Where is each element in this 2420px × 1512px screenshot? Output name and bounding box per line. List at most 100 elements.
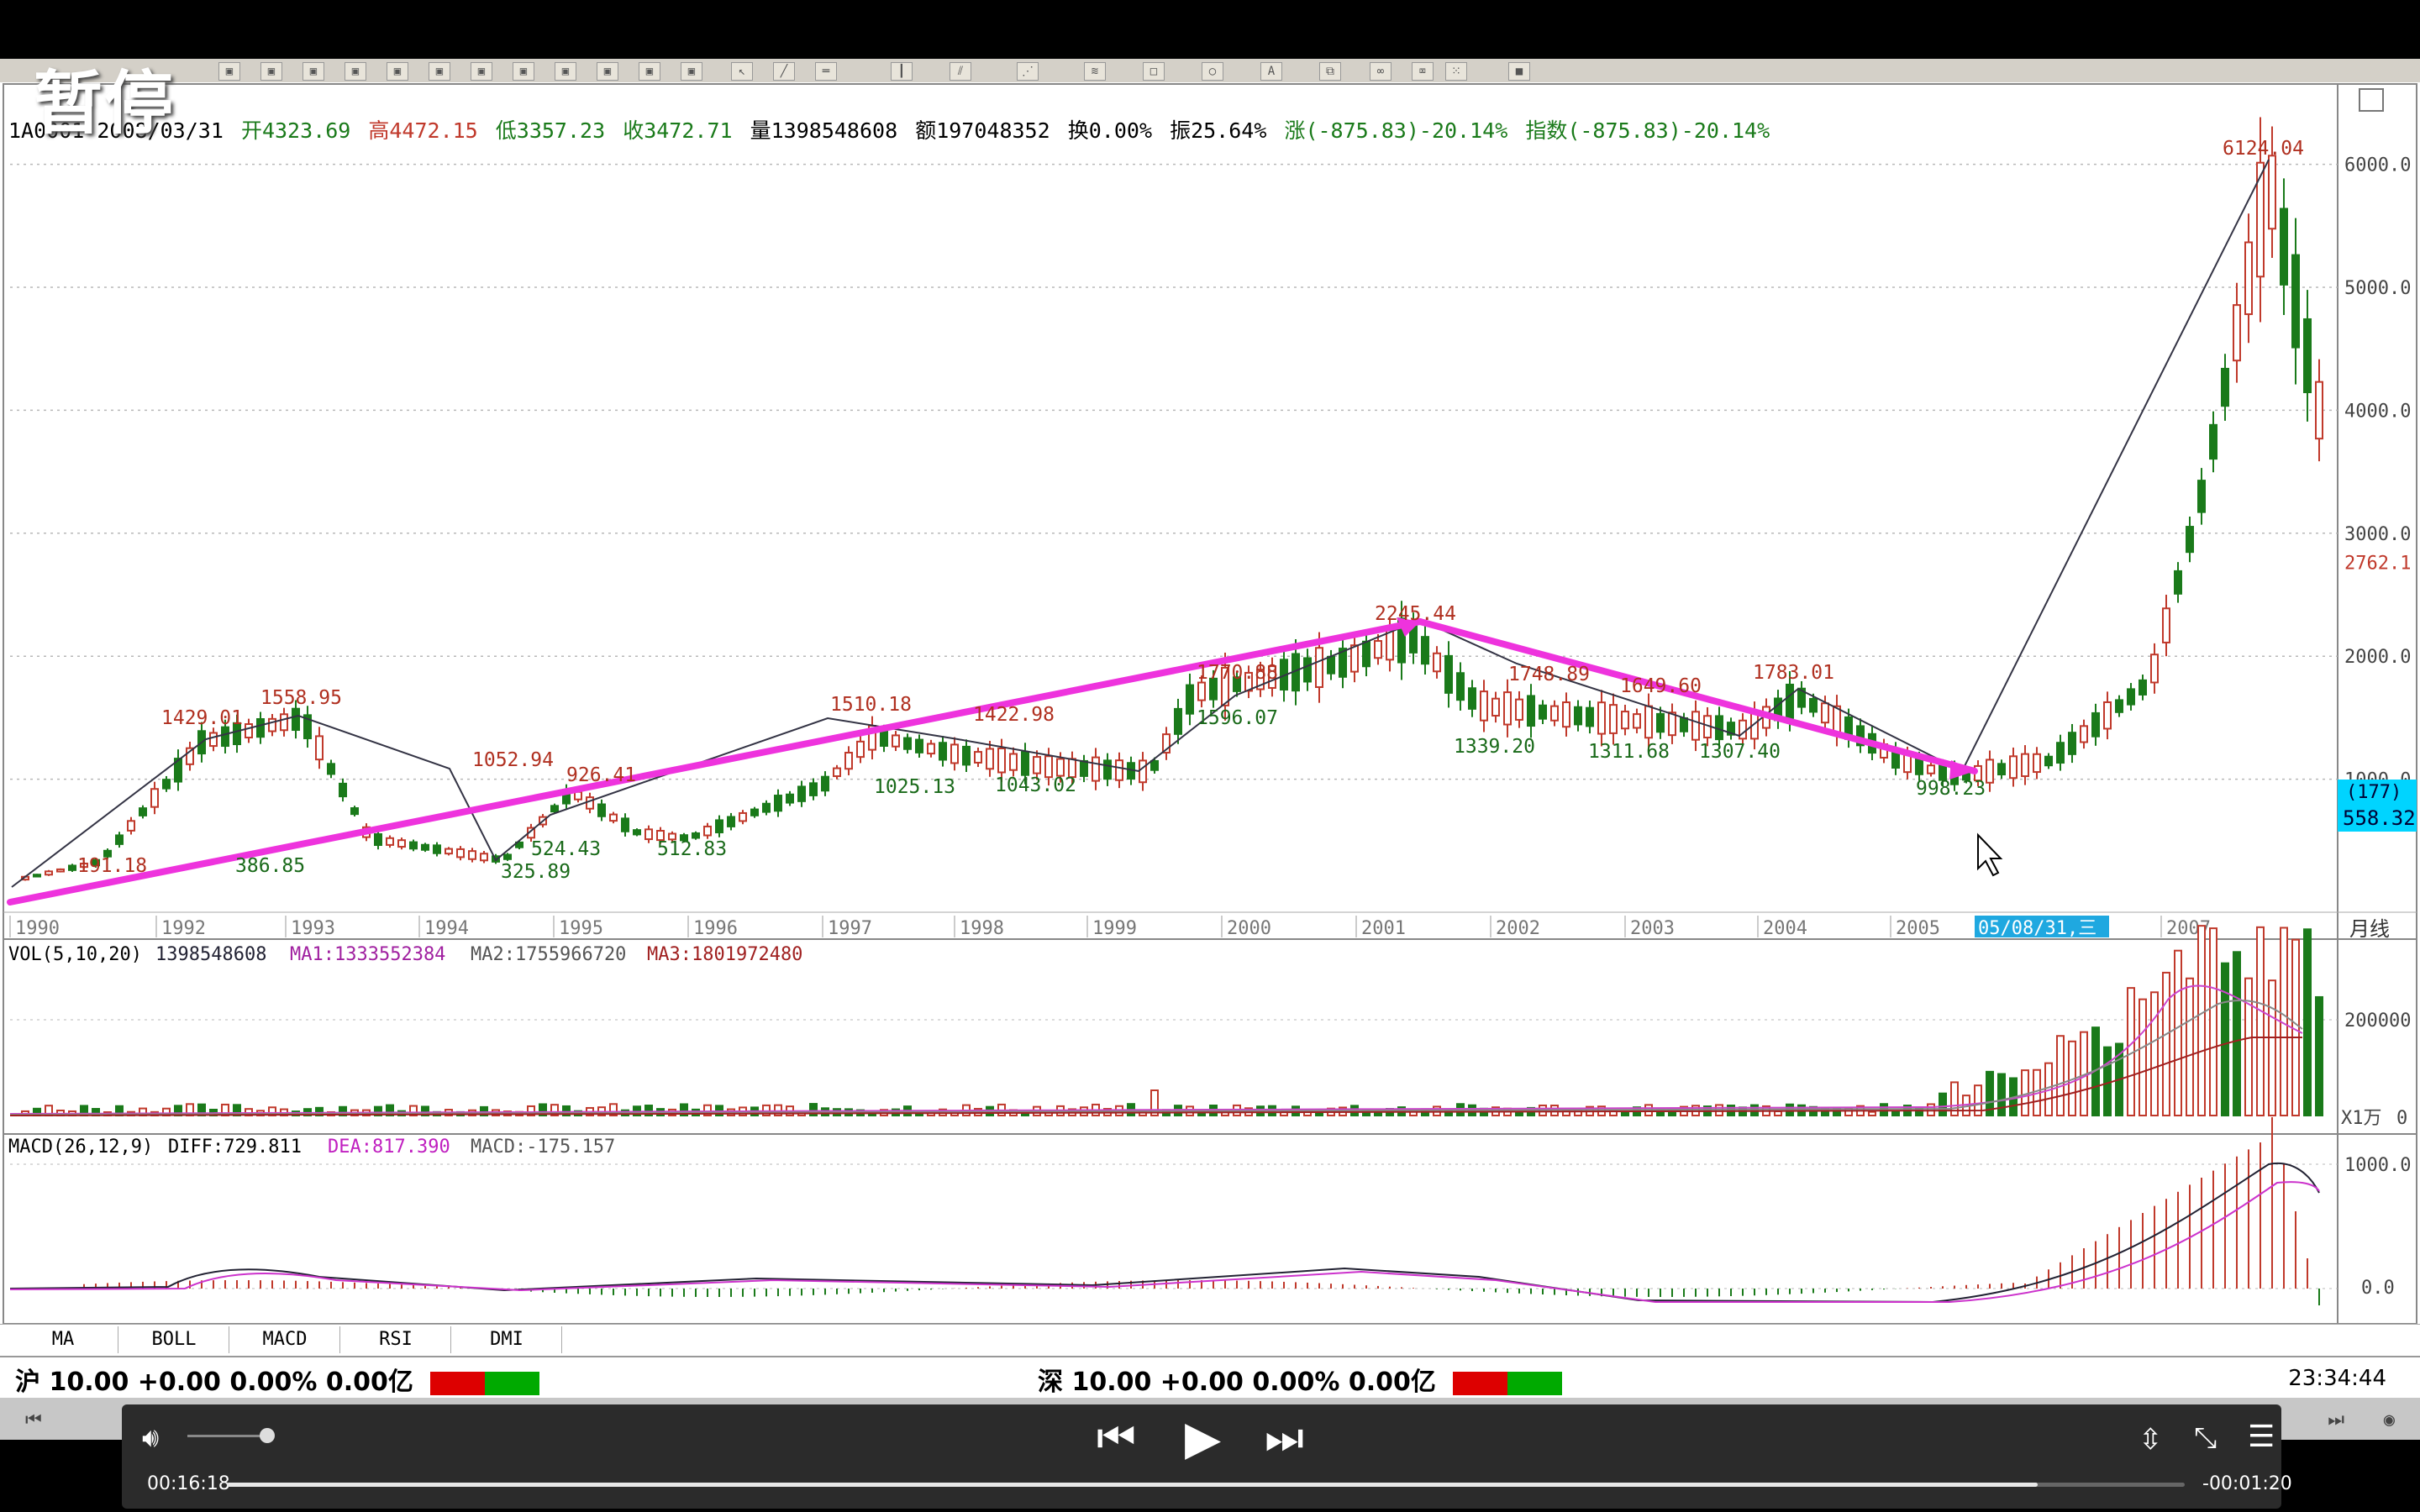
toolbar-button[interactable]: ▣ — [302, 62, 324, 81]
volume-bar — [609, 1103, 618, 1117]
toolbar-button[interactable]: ▣ — [639, 62, 660, 81]
price-extreme-label: 6124.04 — [2223, 138, 2304, 160]
previous-track-icon[interactable]: ⏮︎ — [1097, 1413, 1136, 1463]
volume-slider-track[interactable] — [187, 1435, 271, 1437]
candle-body — [1115, 759, 1123, 781]
open-value: 开4323.69 — [240, 118, 351, 143]
candle-body — [1656, 712, 1665, 733]
toolbar-button[interactable]: ▣ — [387, 62, 408, 81]
high-value: 高4472.15 — [368, 118, 478, 143]
candle-body — [2233, 304, 2241, 362]
toolbar-button[interactable]: ▣ — [471, 62, 492, 81]
pause-overlay-label: 暂停 — [34, 64, 176, 144]
volume-icon[interactable]: 🔊︎ — [142, 1421, 160, 1453]
price-axis-label: 6000.0 — [2344, 155, 2411, 176]
bar-tool-icon[interactable]: ┃ — [891, 62, 913, 81]
candle-body — [350, 807, 359, 816]
candle-body — [1174, 707, 1182, 735]
period-label: 月线 — [2349, 917, 2390, 941]
kline-chart-area[interactable]: 6000.0 5000.0 4000.0 3000.0 2000.0 1000.0 2762… — [0, 82, 2420, 1359]
volume-unit-label: X1万 — [2341, 1108, 2382, 1129]
candle-body — [1350, 644, 1359, 673]
play-icon[interactable]: ▶︎ — [1185, 1411, 1222, 1466]
candle-body — [880, 730, 888, 747]
scroll-right-icon[interactable]: ⏭ — [2328, 1410, 2344, 1431]
volume-bar — [2162, 971, 2170, 1116]
price-extreme-label: 1043.02 — [995, 774, 1076, 796]
pointer-tool-icon[interactable]: ↖ — [731, 62, 753, 81]
candle-body — [292, 707, 300, 732]
channel-tool-icon[interactable]: ⫽ — [950, 62, 971, 81]
price-extreme-label: 1339.20 — [1454, 736, 1535, 758]
toolbar-button[interactable]: ▣ — [218, 62, 240, 81]
price-extreme-label: 1770.88 — [1197, 662, 1278, 684]
wave-tool-icon[interactable]: ≋ — [1084, 62, 1106, 81]
candle-body — [2291, 254, 2300, 349]
toolbar-button[interactable]: ▣ — [429, 62, 450, 81]
downtrend-line — [1417, 618, 1978, 774]
toolbar-button[interactable]: ▣ — [345, 62, 366, 81]
volume-bar — [2139, 998, 2147, 1116]
text-tool-icon[interactable]: A — [1260, 62, 1282, 81]
volume-bar — [2244, 977, 2253, 1116]
close-value: 收3472.71 — [623, 118, 733, 143]
toolbar-button[interactable]: ▣ — [597, 62, 618, 81]
price-extreme-label: 325.89 — [501, 861, 571, 883]
candle-body — [2315, 381, 2323, 440]
volume-bar — [2315, 995, 2323, 1117]
toolbar-button[interactable]: ▣ — [681, 62, 702, 81]
draw-line-icon[interactable]: ╱ — [773, 62, 795, 81]
playback-progress-bar[interactable] — [227, 1483, 2185, 1487]
price-extreme-label: 1783.01 — [1753, 662, 1834, 684]
volume-bar — [1868, 1110, 1876, 1117]
hline-tool-icon[interactable]: ═ — [815, 62, 837, 81]
year-label: 1992 — [161, 918, 206, 939]
candle-body — [245, 723, 253, 739]
price-extreme-label: 1649.60 — [1620, 675, 1702, 697]
candle-body — [2197, 480, 2206, 513]
macd-panel-title: MACD(26,12,9) — [8, 1137, 153, 1158]
candle-body — [1633, 713, 1641, 729]
tab-ma[interactable]: MA — [8, 1326, 118, 1353]
link-tool-icon[interactable]: ∞ — [1370, 62, 1392, 81]
candle-body — [92, 858, 100, 867]
volume-zero-label: 0 — [2396, 1108, 2407, 1129]
candle-body — [386, 837, 394, 846]
next-track-icon[interactable]: ⏭︎ — [1265, 1413, 1304, 1463]
year-label: 1990 — [15, 918, 60, 939]
macd-axis-zero: 0.0 — [2361, 1278, 2395, 1299]
candle-body — [268, 717, 276, 732]
candle-body — [1386, 629, 1394, 661]
playlist-icon[interactable]: ☰ — [2248, 1420, 2275, 1454]
candle-body — [1915, 757, 1923, 775]
candle-body — [797, 785, 806, 802]
record-icon[interactable]: ◉ — [2383, 1410, 2395, 1431]
candle-body — [1527, 695, 1535, 727]
rect-tool-icon[interactable]: □ — [1143, 62, 1165, 81]
airplay-icon[interactable]: ⇳ — [2139, 1423, 2163, 1457]
volume-slider-knob[interactable] — [260, 1428, 275, 1443]
color-tool-icon[interactable]: ⁙ — [1445, 62, 1467, 81]
tab-dmi[interactable]: DMI — [452, 1326, 562, 1353]
candle-body — [68, 864, 76, 871]
save-icon[interactable]: ■ — [1508, 62, 1530, 81]
sz-index-text: 深 10.00 +0.00 0.00% 0.00亿 — [1038, 1368, 1436, 1397]
toolbar-button[interactable]: ▣ — [555, 62, 576, 81]
fan-tool-icon[interactable]: ⋰ — [1017, 62, 1039, 81]
copy-tool-icon[interactable]: ⧉ — [1319, 62, 1341, 81]
price-extreme-label: 512.83 — [657, 838, 727, 860]
volume-ma1-value: MA1:1333552384 — [290, 944, 445, 965]
candle-body — [821, 775, 829, 792]
tab-macd[interactable]: MACD — [230, 1326, 340, 1353]
toolbar-button[interactable]: ▣ — [513, 62, 534, 81]
scroll-left-icon[interactable]: ⏮ — [25, 1410, 42, 1431]
tab-rsi[interactable]: RSI — [341, 1326, 451, 1353]
delete-tool-icon[interactable]: ⌧ — [1412, 62, 1434, 81]
candle-body — [2021, 753, 2029, 778]
candle-body — [1021, 751, 1029, 776]
change-value: 涨(-875.83)-20.14% — [1284, 118, 1508, 143]
fullscreen-exit-icon[interactable]: ⤡ — [2194, 1421, 2217, 1455]
toolbar-button[interactable]: ▣ — [260, 62, 282, 81]
tab-boll[interactable]: BOLL — [119, 1326, 229, 1353]
circle-tool-icon[interactable]: ○ — [1202, 62, 1223, 81]
